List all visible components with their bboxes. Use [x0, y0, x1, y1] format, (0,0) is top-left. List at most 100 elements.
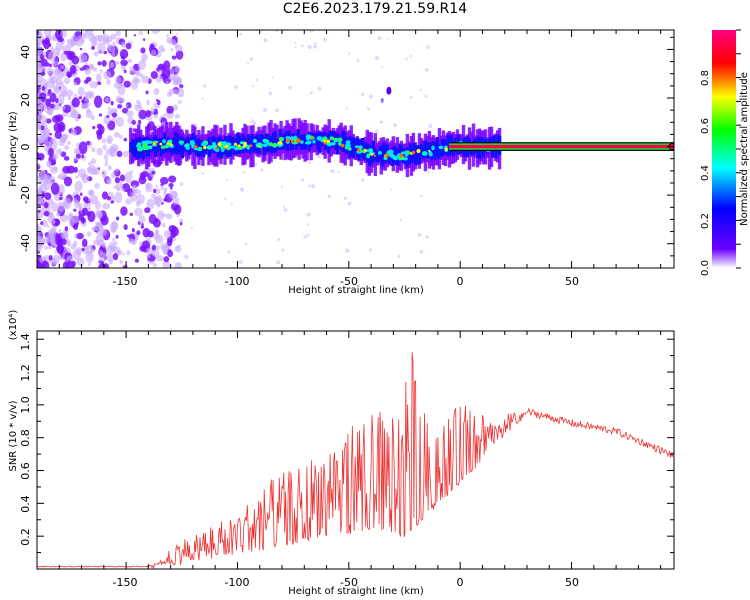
- band-hot: [285, 138, 290, 143]
- noise-blob: [73, 240, 78, 247]
- noise-blob: [162, 47, 166, 52]
- noise-blob: [97, 212, 103, 219]
- noise-blob: [101, 191, 109, 200]
- noise-blob: [168, 224, 177, 233]
- noise-blob: [81, 248, 85, 252]
- noise-blob: [161, 222, 166, 228]
- noise-dot: [419, 249, 424, 254]
- band-peak: [271, 142, 278, 148]
- band-peak: [197, 146, 203, 152]
- noise-blob: [120, 41, 127, 48]
- noise-blob: [37, 187, 43, 195]
- noise-blob: [76, 35, 85, 44]
- noise-blob: [139, 245, 147, 252]
- band-hot: [153, 142, 156, 146]
- noise-blob: [174, 114, 181, 119]
- noise-blob: [63, 156, 70, 161]
- noise-blob: [66, 50, 74, 60]
- band-peak: [262, 143, 268, 148]
- band-peak: [137, 142, 141, 147]
- noise-blob: [108, 241, 117, 252]
- noise-blob: [175, 50, 184, 60]
- band-hot: [291, 139, 295, 144]
- band-peak: [428, 152, 433, 157]
- noise-blob: [73, 81, 78, 86]
- noise-blob: [62, 261, 70, 268]
- noise-blob: [126, 110, 134, 117]
- noise-blob: [106, 79, 111, 86]
- noise-blob: [119, 259, 124, 264]
- noise-dot: [317, 86, 322, 91]
- noise-blob: [56, 82, 59, 87]
- noise-blob: [91, 35, 97, 44]
- noise-blob: [138, 214, 146, 225]
- snr-ticks: [37, 331, 674, 569]
- band-blue: [419, 143, 423, 157]
- noise-dot: [303, 235, 307, 239]
- noise-blob: [43, 39, 50, 50]
- noise-blob: [81, 103, 89, 109]
- noise-dot: [374, 56, 379, 61]
- noise-blob: [149, 43, 155, 49]
- band-blue: [193, 136, 197, 153]
- noise-blob: [93, 95, 103, 108]
- noise-blob: [160, 185, 165, 191]
- noise-blob: [57, 102, 61, 106]
- band-hot: [323, 139, 326, 143]
- band-hot: [323, 141, 327, 145]
- noise-blob: [59, 134, 68, 142]
- band-blue: [394, 147, 398, 166]
- noise-dot: [420, 194, 423, 198]
- noise-blob: [81, 173, 89, 184]
- noise-blob: [155, 255, 164, 262]
- band-peak: [333, 139, 338, 143]
- noise-dot: [275, 30, 279, 33]
- noise-blob: [81, 99, 84, 104]
- noise-blob: [73, 197, 77, 202]
- noise-blob: [170, 48, 174, 52]
- band-hot: [167, 142, 170, 145]
- band-hot: [159, 142, 163, 146]
- noise-blob: [63, 176, 73, 187]
- top-y-axis-label: Frequency (Hz): [8, 111, 19, 187]
- band-blue: [157, 138, 161, 151]
- noise-blob: [150, 70, 158, 79]
- noise-blob: [101, 242, 107, 248]
- noise-blob: [135, 99, 141, 104]
- band-blue: [289, 136, 293, 151]
- band-hot: [249, 144, 253, 148]
- noise-blob: [134, 104, 143, 112]
- noise-dot: [238, 259, 243, 264]
- top-ytick-label: 0: [19, 144, 32, 151]
- noise-blob: [166, 239, 173, 247]
- noise-blob: [131, 184, 138, 193]
- noise-blob: [39, 33, 44, 40]
- noise-blob: [94, 182, 100, 189]
- noise-blob: [70, 110, 80, 119]
- noise-blob: [106, 135, 114, 145]
- noise-blob: [84, 96, 89, 102]
- band-peak: [268, 142, 273, 147]
- noise-dot: [345, 248, 350, 253]
- noise-blob: [93, 51, 99, 57]
- noise-blob: [169, 68, 175, 75]
- band-hot: [385, 154, 389, 158]
- noise-blob: [56, 212, 61, 217]
- noise-blob: [100, 215, 109, 226]
- band-peak: [262, 138, 268, 143]
- band-hot: [370, 152, 374, 156]
- band-hot: [295, 139, 299, 143]
- noise-blob: [166, 34, 169, 38]
- noise-blob: [37, 66, 40, 72]
- noise-blob: [146, 198, 155, 210]
- band-blue: [216, 137, 220, 158]
- noise-blob: [150, 193, 157, 199]
- noise-dot: [393, 123, 398, 128]
- noise-blob: [102, 202, 111, 210]
- band-hot: [215, 146, 219, 150]
- band-peak: [189, 141, 196, 146]
- noise-dot: [252, 121, 257, 126]
- band-hot: [399, 153, 404, 158]
- noise-blob: [115, 30, 121, 37]
- band-peak: [200, 142, 207, 147]
